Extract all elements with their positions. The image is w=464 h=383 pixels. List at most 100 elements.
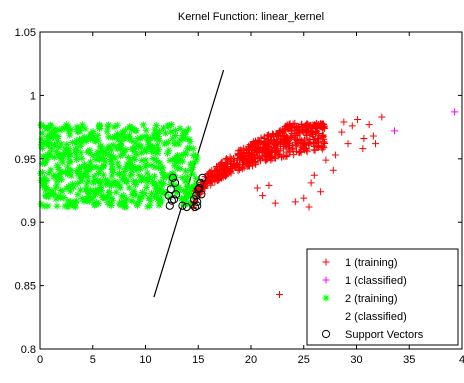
data-point xyxy=(99,171,107,179)
data-point xyxy=(50,133,58,141)
data-point xyxy=(114,179,122,187)
data-point xyxy=(76,124,84,132)
data-point xyxy=(44,124,52,132)
chart-title: Kernel Function: linear_kernel xyxy=(178,11,324,23)
data-point xyxy=(81,125,89,133)
data-point xyxy=(99,155,107,163)
data-point xyxy=(115,170,123,178)
data-point xyxy=(222,156,230,164)
data-point xyxy=(310,171,318,179)
data-point xyxy=(47,144,55,152)
data-point xyxy=(86,165,94,173)
data-point xyxy=(83,197,91,205)
data-point xyxy=(318,142,326,150)
data-point xyxy=(451,108,459,116)
data-point xyxy=(101,158,109,166)
data-point xyxy=(138,133,146,141)
data-point xyxy=(114,159,122,167)
data-point xyxy=(78,163,86,171)
data-point xyxy=(44,202,52,210)
legend-marker xyxy=(321,329,331,339)
data-point xyxy=(290,132,298,140)
data-point xyxy=(164,191,173,200)
data-point xyxy=(63,123,71,131)
data-point xyxy=(178,174,186,182)
data-point xyxy=(169,134,177,142)
data-point xyxy=(38,169,46,177)
data-point xyxy=(369,132,377,140)
data-point xyxy=(61,202,69,210)
data-point xyxy=(173,151,181,159)
data-point xyxy=(110,123,118,131)
data-point xyxy=(67,126,75,134)
data-point xyxy=(139,121,147,129)
data-point xyxy=(190,202,200,212)
data-point xyxy=(390,127,398,135)
data-point xyxy=(118,131,126,139)
data-point xyxy=(155,201,163,209)
data-point xyxy=(120,175,128,183)
data-point xyxy=(117,138,125,146)
data-point xyxy=(315,129,323,137)
data-point xyxy=(49,190,57,198)
data-point xyxy=(51,130,59,138)
data-point xyxy=(134,135,142,143)
data-point xyxy=(175,140,183,148)
data-point xyxy=(143,175,151,183)
data-point xyxy=(144,203,152,211)
data-point xyxy=(320,135,328,143)
data-point xyxy=(81,170,89,178)
data-point xyxy=(177,151,185,159)
data-point xyxy=(176,124,184,132)
data-point xyxy=(46,149,54,157)
data-point xyxy=(116,184,124,192)
data-point xyxy=(165,146,173,154)
data-point xyxy=(57,155,65,163)
data-point xyxy=(138,157,146,165)
data-point xyxy=(152,122,160,130)
data-point xyxy=(197,190,206,199)
data-point xyxy=(43,155,51,163)
data-point xyxy=(39,175,47,183)
data-point xyxy=(82,137,90,145)
data-point xyxy=(120,135,128,143)
data-point xyxy=(44,150,52,158)
data-point xyxy=(43,176,51,184)
data-point xyxy=(53,202,61,210)
data-point xyxy=(171,155,179,163)
data-point xyxy=(262,157,270,165)
data-point xyxy=(172,173,180,181)
data-point xyxy=(164,149,171,157)
data-point xyxy=(178,201,187,210)
data-point xyxy=(238,165,246,173)
data-point xyxy=(51,141,59,149)
data-point xyxy=(120,167,128,175)
data-point xyxy=(105,181,113,189)
data-point xyxy=(303,132,311,140)
data-point xyxy=(103,127,111,135)
data-point xyxy=(142,147,150,155)
data-point xyxy=(317,188,325,196)
data-point xyxy=(128,145,136,153)
data-point xyxy=(53,161,61,169)
data-point xyxy=(38,129,46,137)
data-point xyxy=(354,115,362,123)
data-point xyxy=(128,136,136,144)
legend-label: 1 (training) xyxy=(345,257,398,269)
data-point xyxy=(107,146,115,154)
data-point xyxy=(67,198,75,206)
data-point xyxy=(151,172,159,180)
data-point xyxy=(91,201,99,209)
data-point xyxy=(89,152,97,160)
data-point xyxy=(114,145,122,153)
data-point xyxy=(142,184,150,192)
data-point xyxy=(43,192,51,200)
series-1-training- xyxy=(189,113,386,298)
data-point xyxy=(282,132,290,140)
data-point xyxy=(73,137,81,145)
series-support-vectors xyxy=(164,173,207,212)
data-point xyxy=(145,136,153,144)
data-point xyxy=(340,118,348,126)
data-point xyxy=(43,137,51,145)
data-point xyxy=(182,149,190,157)
